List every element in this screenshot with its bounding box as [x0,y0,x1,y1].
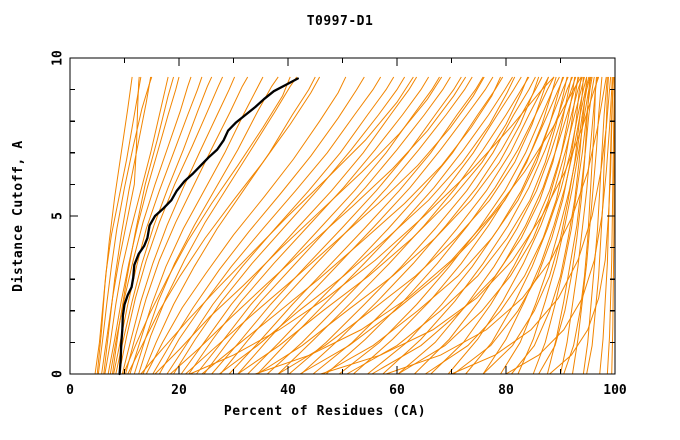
y-tick-label: 0 [51,370,66,378]
x-tick-label: 0 [66,383,74,398]
ensemble-curve [482,76,584,375]
ensemble-curve [94,76,142,375]
ensemble-curve [549,76,614,375]
x-tick-label: 80 [498,383,514,398]
ensemble-curve [247,76,504,375]
ensemble-curve [517,76,592,375]
ensemble-curve [237,76,529,375]
ensemble-curve [325,76,555,375]
ensemble-curve [382,76,573,375]
ensemble-curve [145,76,347,375]
ensemble-curve [257,76,513,375]
ensemble-curve [582,76,608,375]
ensemble-curve [322,76,564,375]
ensemble-curve [188,76,430,375]
ensemble-curve [538,76,591,375]
y-tick-label: 5 [51,212,66,220]
ensemble-curve [338,76,560,375]
ensemble-curve [154,76,443,375]
ensemble-curve [425,76,579,375]
ensemble-curve [219,76,516,375]
ensemble-curve [185,76,485,375]
ensemble-curve [277,76,530,375]
ensemble-curve [300,76,543,375]
ensemble-curve [201,76,502,375]
tick-labels-layer: 0 20 40 60 80 100 0 5 10 [51,50,627,398]
ensemble-curve [103,76,152,375]
ensemble-curve [346,76,568,375]
x-tick-label: 40 [280,383,296,398]
curves-layer [94,76,615,376]
ensemble-curve [122,76,291,375]
ensemble-curve [453,76,582,375]
ensemble-curve [101,76,140,375]
ensemble-curve [180,76,418,375]
ensemble-curve [113,76,203,375]
ensemble-curve [121,76,236,375]
ensemble-curve [560,76,599,375]
ensemble-curve [96,76,133,375]
ensemble-curve [288,76,536,375]
ensemble-curve [451,76,612,375]
ensemble-curve [571,76,603,375]
ensemble-curve [266,76,522,375]
ensemble-curve [115,76,213,375]
y-axis-title: Distance Cutoff, A [11,140,26,292]
x-tick-label: 20 [171,383,187,398]
ensemble-curve [505,76,613,375]
ensemble-curve [142,76,316,375]
ensemble-curve [97,76,153,375]
axes-layer [69,57,616,375]
ensemble-curve [385,76,607,375]
ensemble-curve [299,76,557,375]
ensemble-curve [127,76,321,375]
ensemble-curve [220,76,473,375]
ensemble-curve [125,76,249,375]
ensemble-curve [173,76,406,375]
ensemble-curve [189,76,555,375]
ensemble-curve [482,76,590,375]
ensemble-curve [166,76,395,375]
x-axis-title: Percent of Residues (CA) [224,404,426,419]
ensemble-curve [112,76,175,375]
y-tick-label: 10 [51,50,66,66]
ensemble-curve [196,76,440,375]
ensemble-curve [211,76,462,375]
ensemble-curve [228,76,484,375]
highlighted-curve [118,77,299,376]
ensemble-curve [107,76,180,375]
ensemble-curve [255,76,582,375]
ensemble-curve [563,76,597,375]
x-tick-label: 60 [389,383,405,398]
ensemble-curve [353,76,565,375]
ensemble-curve [237,76,494,375]
ensemble-curve [104,76,169,375]
ensemble-curve [397,76,576,375]
ensemble-curve [169,76,467,375]
ensemble-curve [277,76,549,375]
page-title: T0997-D1 [306,14,374,29]
ensemble-curve [158,76,382,375]
ensemble-curve [140,76,414,375]
ensemble-curve [152,76,365,375]
ensemble-curve [371,76,572,375]
ensemble-curve [320,76,600,375]
x-tick-label: 100 [603,383,627,398]
ensemble-curve [138,76,298,375]
ensemble-curve [312,76,549,375]
ensemble-curve [586,76,609,375]
ensemble-curve [118,76,224,375]
ensemble-curve [465,76,588,375]
